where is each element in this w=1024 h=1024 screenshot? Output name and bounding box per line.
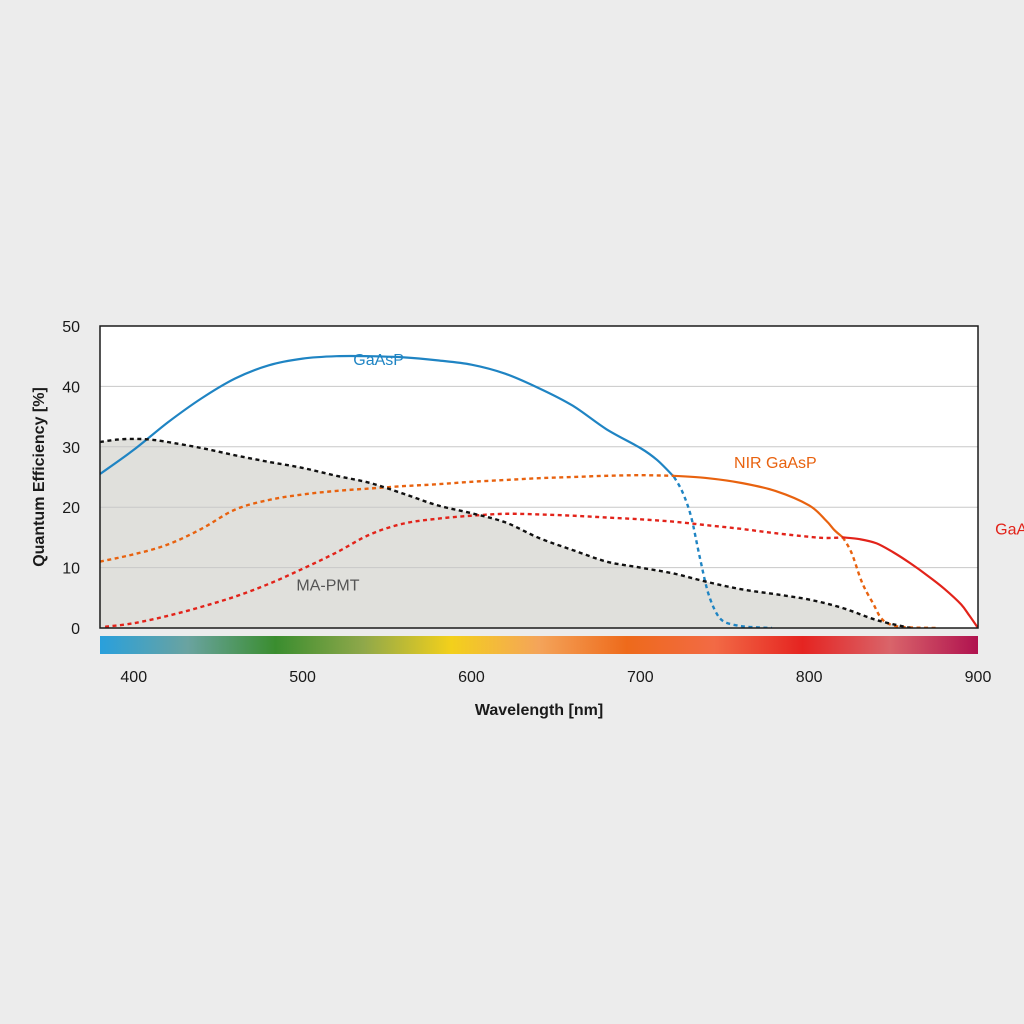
- series-line-nir-gaasp-measured: [674, 474, 844, 539]
- plot-frame: [99, 325, 979, 629]
- x-tick-label-600: 600: [458, 669, 485, 686]
- series-line-ma-pmt: [100, 437, 911, 628]
- x-axis-title: Wavelength [nm]: [475, 702, 603, 719]
- x-tick-label-800: 800: [796, 669, 823, 686]
- y-tick-label-0: 0: [71, 621, 80, 638]
- x-tick-label-400: 400: [120, 669, 147, 686]
- y-axis-title: Quantum Efficiency [%]: [31, 387, 48, 567]
- series-line-gaas: [104, 512, 843, 628]
- series-area-ma-pmt: [100, 438, 911, 628]
- series-line-nir-gaasp: [100, 474, 675, 563]
- y-tick-label-50: 50: [62, 319, 80, 336]
- series-line-gaas-measured: [842, 536, 978, 628]
- x-tick-label-500: 500: [289, 669, 316, 686]
- series-label-gaas: GaAs: [995, 521, 1024, 538]
- series-line-gaasp-extrapolated: [673, 476, 773, 628]
- x-tick-label-900: 900: [965, 669, 992, 686]
- y-tick-label-40: 40: [62, 379, 80, 396]
- series-label-ma-pmt: MA-PMT: [296, 578, 359, 595]
- y-tick-label-10: 10: [62, 561, 80, 578]
- series-label-gaasp: GaAsP: [353, 352, 404, 369]
- x-tick-label-700: 700: [627, 669, 654, 686]
- series-line-nir-gaasp-extrapolated: [841, 536, 936, 628]
- series-label-nir-gaasp: NIR GaAsP: [734, 455, 817, 472]
- y-tick-label-20: 20: [62, 500, 80, 517]
- series-line-gaasp: [100, 354, 675, 478]
- y-tick-label-30: 30: [62, 440, 80, 457]
- wavelength-spectrum-bar: [100, 636, 978, 654]
